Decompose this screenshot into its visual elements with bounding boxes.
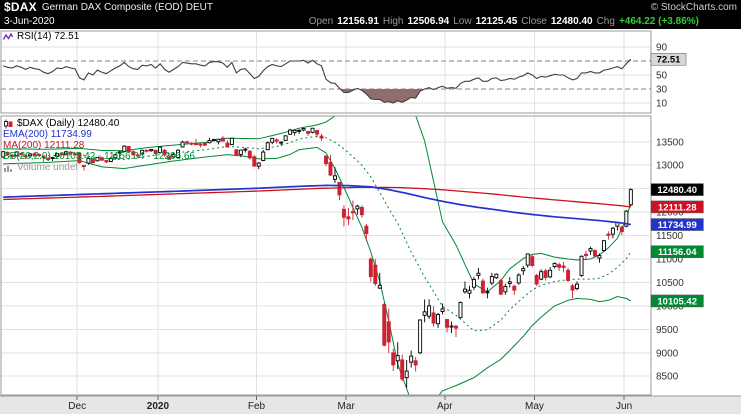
svg-text:13500: 13500 bbox=[656, 137, 684, 148]
chart-date: 3-Jun-2020 bbox=[4, 15, 55, 27]
svg-text:Feb: Feb bbox=[248, 401, 266, 412]
header-quote-row: 3-Jun-2020 Open 12156.91 High 12506.94 L… bbox=[0, 14, 741, 28]
quote-high-label: High bbox=[382, 15, 404, 27]
svg-text:10500: 10500 bbox=[656, 278, 684, 289]
ticker-name: German DAX Composite (EOD) DEUT bbox=[41, 1, 213, 13]
ticker-symbol: $DAX bbox=[4, 0, 37, 14]
svg-text:11000: 11000 bbox=[656, 255, 684, 266]
svg-text:May: May bbox=[525, 401, 544, 412]
svg-text:9500: 9500 bbox=[656, 325, 679, 336]
svg-text:12480.40: 12480.40 bbox=[657, 185, 697, 196]
svg-text:11156.04: 11156.04 bbox=[658, 247, 697, 258]
svg-text:10: 10 bbox=[656, 99, 668, 110]
svg-text:72.51: 72.51 bbox=[657, 55, 681, 66]
svg-text:8500: 8500 bbox=[656, 372, 679, 383]
quote-close-label: Close bbox=[521, 15, 547, 27]
chart-header: $DAX German DAX Composite (EOD) DEUT © S… bbox=[0, 0, 741, 29]
copyright: © StockCharts.com bbox=[650, 1, 737, 13]
quote-low-label: Low bbox=[453, 15, 472, 27]
svg-text:12111.28: 12111.28 bbox=[658, 202, 697, 213]
chart-canvas: 9070503010135001300012500120001150011000… bbox=[0, 30, 741, 414]
svg-text:13000: 13000 bbox=[656, 161, 684, 172]
quote-chg-value: +464.22 (+3.86%) bbox=[618, 15, 699, 27]
chart-area: 9070503010135001300012500120001150011000… bbox=[0, 29, 741, 414]
svg-text:Jun: Jun bbox=[616, 401, 632, 412]
svg-text:2020: 2020 bbox=[147, 401, 170, 412]
quote-open-label: Open bbox=[308, 15, 334, 27]
quote-close-value: 12480.40 bbox=[550, 15, 593, 27]
svg-text:Mar: Mar bbox=[338, 401, 356, 412]
svg-text:10105.42: 10105.42 bbox=[657, 296, 697, 307]
header-title-row: $DAX German DAX Composite (EOD) DEUT © S… bbox=[0, 0, 741, 14]
quote-chg-label: Chg bbox=[596, 15, 615, 27]
quote-open-value: 12156.91 bbox=[337, 15, 379, 27]
svg-text:Dec: Dec bbox=[68, 401, 86, 412]
svg-text:11500: 11500 bbox=[656, 231, 684, 242]
svg-text:Apr: Apr bbox=[437, 401, 453, 412]
svg-text:30: 30 bbox=[656, 85, 668, 96]
quote-low-value: 12125.45 bbox=[475, 15, 518, 27]
svg-text:9000: 9000 bbox=[656, 348, 679, 359]
quote-high-value: 12506.94 bbox=[407, 15, 450, 27]
svg-text:90: 90 bbox=[656, 43, 668, 54]
svg-text:50: 50 bbox=[656, 71, 668, 82]
svg-text:11734.99: 11734.99 bbox=[658, 220, 697, 231]
quote-strip: Open 12156.91 High 12506.94 Low 12125.45… bbox=[305, 16, 737, 27]
